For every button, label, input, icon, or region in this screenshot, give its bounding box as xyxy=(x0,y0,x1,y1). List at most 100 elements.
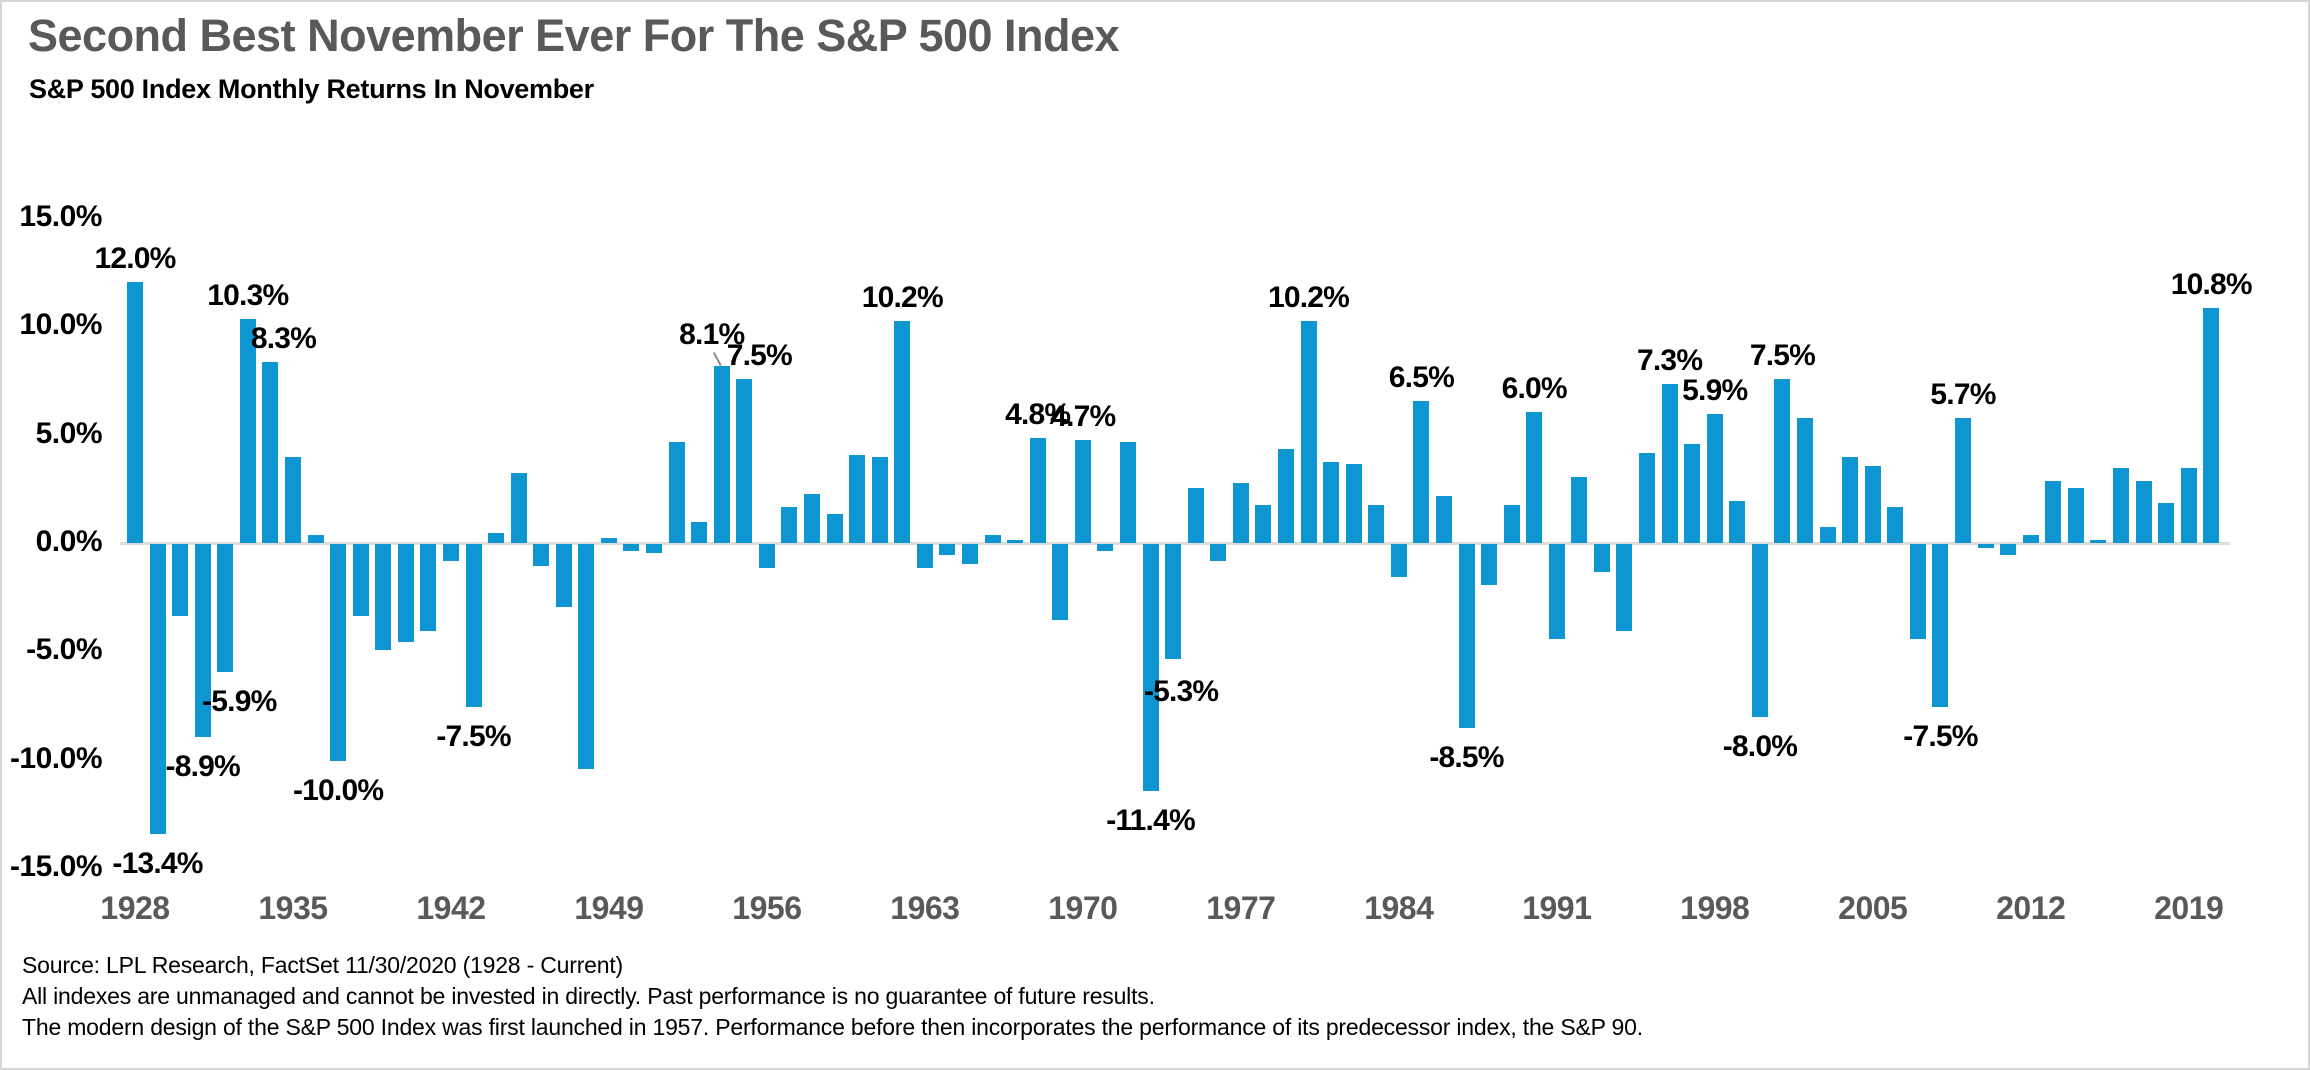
bar-1942 xyxy=(442,544,459,562)
bar-value-label-1943: -7.5% xyxy=(436,719,511,753)
bar-1975 xyxy=(1187,487,1204,543)
bar-1951 xyxy=(646,544,663,553)
bar-1980 xyxy=(1300,320,1317,543)
bar-1954 xyxy=(713,366,730,543)
bar-1940 xyxy=(397,544,414,642)
bar-value-label-1931: -8.9% xyxy=(165,749,241,783)
bar-2001 xyxy=(1774,379,1791,543)
x-tick-label-2005: 2005 xyxy=(1838,890,1908,926)
bar-1970 xyxy=(1074,440,1091,543)
bar-2020 xyxy=(2203,307,2220,543)
bar-2010 xyxy=(1977,544,1994,549)
bar-1966 xyxy=(984,535,1001,543)
bar-value-label-2009: 5.7% xyxy=(1930,378,1996,412)
bar-value-label-2001: 7.5% xyxy=(1749,339,1816,373)
bar-1936 xyxy=(307,535,324,543)
bar-2014 xyxy=(2067,487,2084,543)
bar-1960 xyxy=(849,455,866,543)
bar-1944 xyxy=(488,533,505,543)
bar-1931 xyxy=(194,544,211,737)
bar-1932 xyxy=(217,544,234,672)
bar-1946 xyxy=(533,544,550,566)
bar-value-label-1973: -11.4% xyxy=(1106,804,1195,838)
bar-2016 xyxy=(2112,468,2129,543)
bar-1941 xyxy=(420,544,437,631)
bar-1933 xyxy=(239,318,256,543)
bar-1958 xyxy=(804,494,821,543)
x-tick-label-2012: 2012 xyxy=(1996,890,2066,926)
bar-1977 xyxy=(1232,483,1249,543)
x-tick-label-1928: 1928 xyxy=(100,890,170,926)
bar-1988 xyxy=(1481,544,1498,586)
bar-1949 xyxy=(600,537,617,543)
x-tick-label-1991: 1991 xyxy=(1522,890,1592,926)
zero-axis-line xyxy=(120,542,2230,545)
bar-value-label-2020: 10.8% xyxy=(2170,267,2253,301)
bar-1982 xyxy=(1345,463,1362,543)
bar-2015 xyxy=(2090,539,2107,543)
x-tick-label-1984: 1984 xyxy=(1364,890,1434,926)
bar-value-label-1928: 12.0% xyxy=(94,241,176,275)
bar-1968 xyxy=(1029,437,1046,543)
bar-1956 xyxy=(758,544,775,568)
bar-1935 xyxy=(284,457,301,543)
bar-1979 xyxy=(1277,448,1294,543)
bar-1996 xyxy=(1661,383,1678,543)
bar-2006 xyxy=(1887,507,1904,543)
bar-1986 xyxy=(1435,496,1452,543)
x-tick-label-1970: 1970 xyxy=(1048,890,1118,926)
bar-1972 xyxy=(1119,442,1136,543)
bar-1929 xyxy=(149,544,166,835)
x-tick-label-1977: 1977 xyxy=(1206,890,1276,926)
bar-2013 xyxy=(2045,481,2062,543)
bar-value-label-1970: 4.7% xyxy=(1050,400,1116,434)
bar-1984 xyxy=(1390,544,1407,577)
bar-2000 xyxy=(1751,544,1768,718)
x-tick-label-1935: 1935 xyxy=(258,890,328,926)
bar-1930 xyxy=(172,544,189,616)
bar-1990 xyxy=(1526,411,1543,543)
bar-value-label-1954: 8.1% xyxy=(679,318,745,352)
x-tick-label-1956: 1956 xyxy=(732,890,802,926)
bar-1962 xyxy=(894,320,911,543)
bar-1991 xyxy=(1548,544,1565,640)
bar-1992 xyxy=(1571,476,1588,543)
bar-value-label-1932: -5.9% xyxy=(202,684,277,718)
bar-value-label-1974: -5.3% xyxy=(1143,674,1219,708)
bar-1957 xyxy=(781,507,798,543)
x-tick-label-2019: 2019 xyxy=(2154,890,2224,926)
y-tick-label: 10.0% xyxy=(19,308,102,342)
bar-1989 xyxy=(1503,505,1520,543)
bar-2004 xyxy=(1842,457,1859,543)
y-tick-label: 15.0% xyxy=(19,199,102,233)
bar-value-label-2000: -8.0% xyxy=(1722,730,1798,764)
bar-1963 xyxy=(916,544,933,568)
bar-1976 xyxy=(1210,544,1227,562)
bar-value-label-1933: 10.3% xyxy=(207,278,289,312)
bar-1998 xyxy=(1706,414,1723,543)
bar-value-label-1996: 7.3% xyxy=(1637,343,1703,377)
bar-2008 xyxy=(1932,544,1949,707)
y-tick-label: -5.0% xyxy=(26,633,102,667)
bar-1985 xyxy=(1413,401,1430,543)
bar-2017 xyxy=(2135,481,2152,543)
bar-1987 xyxy=(1458,544,1475,729)
bar-value-label-1937: -10.0% xyxy=(292,773,384,807)
bar-1928 xyxy=(127,281,143,543)
bar-1937 xyxy=(330,544,347,761)
bar-1959 xyxy=(826,513,843,543)
bar-value-label-1929: -13.4% xyxy=(112,847,203,881)
x-tick-label-1998: 1998 xyxy=(1680,890,1750,926)
bar-value-label-1998: 5.9% xyxy=(1682,374,1748,408)
bar-2019 xyxy=(2180,468,2197,543)
bar-1995 xyxy=(1639,453,1656,543)
bar-1967 xyxy=(1007,539,1024,543)
bar-1997 xyxy=(1684,444,1701,543)
chart-subtitle: S&P 500 Index Monthly Returns In Novembe… xyxy=(29,74,594,104)
y-tick-label: 5.0% xyxy=(35,416,103,450)
y-tick-label: -15.0% xyxy=(9,850,103,884)
footnote-line: All indexes are unmanaged and cannot be … xyxy=(22,983,1155,1009)
y-tick-label: -10.0% xyxy=(9,741,103,775)
